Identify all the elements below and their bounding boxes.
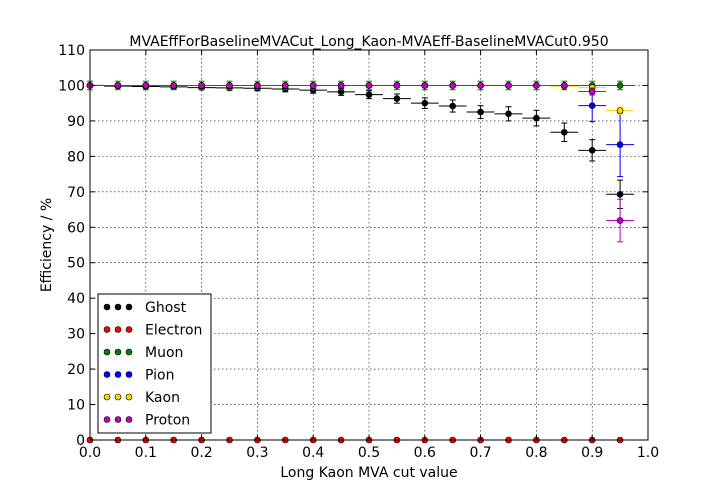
proton-point <box>254 82 261 89</box>
y-tick-label: 100 <box>58 78 85 94</box>
ghost-point <box>588 147 596 154</box>
legend-marker-muon <box>114 348 122 356</box>
x-tick-label: 0.3 <box>246 445 268 461</box>
y-tick-label: 110 <box>58 43 85 59</box>
muon-point <box>616 82 624 89</box>
y-tick-label: 40 <box>67 291 85 307</box>
legend-label-electron: Electron <box>145 323 202 339</box>
y-tick-label: 80 <box>67 149 85 165</box>
series-ghost <box>86 82 635 209</box>
y-tick-label: 50 <box>67 256 85 272</box>
y-tick-label: 70 <box>67 185 85 201</box>
ghost-point <box>421 99 429 107</box>
ghost-point <box>393 95 401 102</box>
x-tick-label: 0.6 <box>414 445 436 461</box>
x-axis-label: Long Kaon MVA cut value <box>280 465 457 481</box>
legend-marker-electron <box>125 326 133 333</box>
proton-point <box>198 82 205 89</box>
proton-point <box>588 88 596 95</box>
proton-point <box>309 82 317 89</box>
y-axis-label: Efficiency / % <box>39 198 55 292</box>
chart-title: MVAEffForBaselineMVACut_Long_Kaon-MVAEff… <box>129 34 608 50</box>
legend-marker-electron <box>103 326 111 333</box>
x-tick-label: 0.0 <box>79 445 101 461</box>
legend-label-muon: Muon <box>145 345 183 361</box>
x-tick-label: 0.7 <box>469 445 491 461</box>
proton-point <box>560 82 568 89</box>
series-proton <box>86 82 635 243</box>
legend-marker-pion <box>114 371 122 378</box>
proton-point <box>226 82 233 89</box>
ghost-point <box>477 108 484 116</box>
ghost-point <box>365 91 373 98</box>
x-tick-label: 0.1 <box>135 445 157 461</box>
proton-point <box>505 82 512 89</box>
series-pion <box>86 82 635 178</box>
ghost-point <box>533 114 540 122</box>
proton-point <box>170 82 177 89</box>
legend-marker-muon <box>103 348 111 356</box>
y-tick-label: 20 <box>67 362 85 378</box>
proton-point <box>142 82 150 89</box>
legend-marker-ghost <box>103 303 111 311</box>
legend-marker-electron <box>114 326 122 333</box>
ticks: 0.0 0.1 0.2 0.3 0.4 0.5 0.6 0.7 0.8 0.9 1.0 0 10 20 30… <box>58 43 659 461</box>
kaon-point <box>616 107 624 114</box>
x-tick-label: 0.4 <box>302 445 324 461</box>
legend-marker-kaon <box>103 393 111 401</box>
pion-point <box>588 102 596 109</box>
proton-point <box>533 82 540 89</box>
y-tick-label: 30 <box>67 327 85 343</box>
x-tick-label: 0.9 <box>581 445 603 461</box>
legend-label-proton: Proton <box>145 413 190 429</box>
legend-label-kaon: Kaon <box>145 390 180 406</box>
proton-point <box>616 217 624 224</box>
proton-point <box>421 82 429 89</box>
pion-point <box>616 141 624 148</box>
x-tick-label: 0.2 <box>190 445 212 461</box>
proton-point <box>114 82 122 89</box>
ghost-point <box>616 191 624 198</box>
proton-point <box>365 82 373 89</box>
proton-point <box>281 82 289 89</box>
legend-label-ghost: Ghost <box>145 300 187 316</box>
legend-marker-ghost <box>114 303 122 311</box>
legend-marker-kaon <box>114 393 122 401</box>
legend-marker-kaon <box>125 393 133 401</box>
ghost-point <box>505 110 512 118</box>
x-tick-label: 0.8 <box>525 445 547 461</box>
ghost-point <box>560 128 568 136</box>
legend-label-pion: Pion <box>145 368 174 384</box>
legend-box <box>97 293 212 434</box>
legend-marker-muon <box>125 348 133 356</box>
x-tick-label: 0.5 <box>358 445 380 461</box>
proton-point <box>449 82 457 89</box>
y-tick-label: 0 <box>76 433 85 449</box>
proton-point <box>393 82 401 89</box>
y-tick-label: 90 <box>67 114 85 130</box>
legend-marker-ghost <box>125 303 133 311</box>
y-tick-label: 60 <box>67 220 85 236</box>
legend-marker-proton <box>125 416 133 423</box>
ghost-point <box>449 102 457 110</box>
x-tick-label: 1.0 <box>637 445 659 461</box>
proton-point <box>337 82 345 89</box>
proton-point <box>477 82 484 89</box>
y-tick-label: 10 <box>67 398 85 414</box>
legend: Ghost Electron Muon Pion Kaon Proton <box>97 293 212 434</box>
legend-marker-pion <box>125 371 133 378</box>
legend-marker-proton <box>114 416 122 423</box>
legend-marker-pion <box>103 371 111 378</box>
legend-marker-proton <box>103 416 111 423</box>
